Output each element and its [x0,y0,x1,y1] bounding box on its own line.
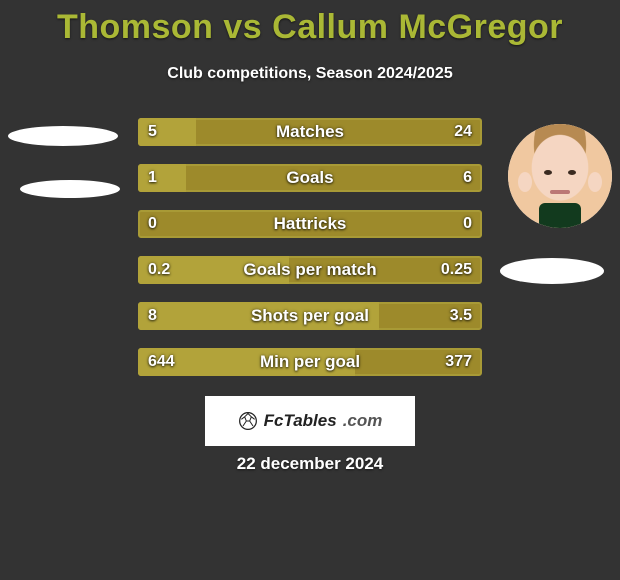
fctables-logo[interactable]: FcTables .com [205,396,415,446]
generation-date: 22 december 2024 [0,454,620,474]
comparison-bars: 5Matches24 1Goals6 0Hattricks0 0.2Goals per… [138,118,482,394]
bar-row: 0Hattricks0 [138,210,482,238]
face-illustration [508,124,612,228]
logo-text-main: FcTables [264,411,337,431]
player-left-club-placeholder [20,180,120,198]
bar-value-right: 24 [454,123,472,141]
page-subtitle: Club competitions, Season 2024/2025 [0,65,620,83]
logo-text-domain: .com [343,411,383,431]
bar-value-right: 377 [445,353,472,371]
bar-label: Min per goal [138,352,482,372]
bar-label: Hattricks [138,214,482,234]
bar-row: 8Shots per goal3.5 [138,302,482,330]
player-right-avatar [508,124,612,228]
bar-label: Shots per goal [138,306,482,326]
bar-label: Goals per match [138,260,482,280]
page-title: Thomson vs Callum McGregor [0,8,620,47]
bar-label: Goals [138,168,482,188]
bar-row: 0.2Goals per match0.25 [138,256,482,284]
player-left-avatar-placeholder [8,126,118,146]
bar-row: 644Min per goal377 [138,348,482,376]
player-right-club-placeholder [500,258,604,284]
bar-label: Matches [138,122,482,142]
football-icon [238,411,258,431]
bar-row: 5Matches24 [138,118,482,146]
bar-row: 1Goals6 [138,164,482,192]
bar-value-right: 3.5 [450,307,472,325]
bar-value-right: 6 [463,169,472,187]
bar-value-right: 0.25 [441,261,472,279]
bar-value-right: 0 [463,215,472,233]
